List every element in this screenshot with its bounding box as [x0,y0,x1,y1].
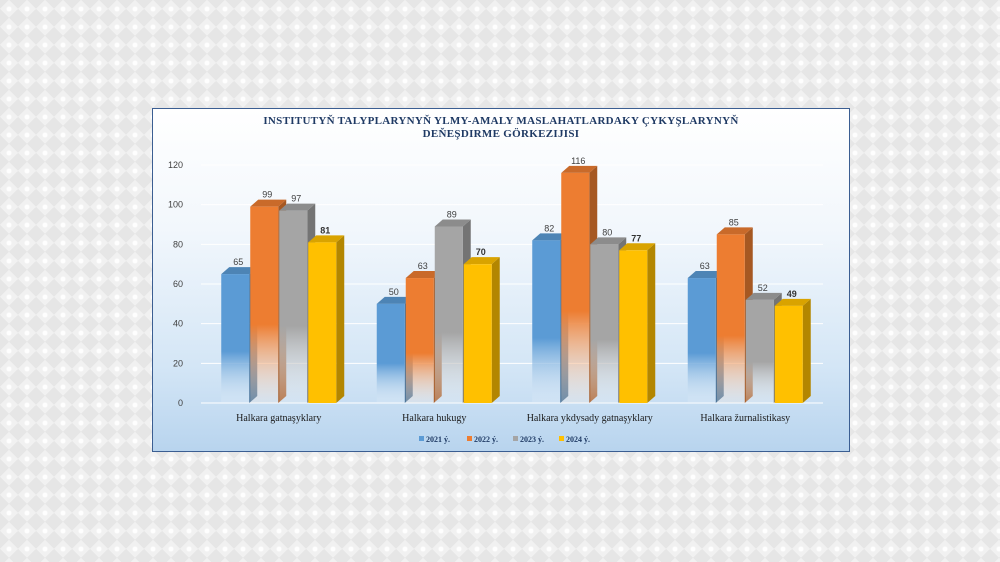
data-label: 65 [233,257,243,267]
bar [716,234,745,403]
bar [279,210,308,403]
bar-top [619,243,656,251]
bar [619,250,648,403]
chart-canvas: INSTITUTYŇ TALYPLARYNYŇ YLMY-AMALY MASLA… [168,115,823,444]
bar-top [745,292,782,300]
x-category-label: Halkara ykdysady gatnaşyklary [527,413,653,424]
bar-top [405,271,442,279]
bar-top [434,219,471,227]
legend-label: 2023 ý. [520,435,544,444]
bar-top [221,267,258,275]
bar [590,244,619,403]
data-label: 99 [262,190,272,200]
bar [774,305,803,403]
x-category-label: Halkara gatnaşyklary [236,413,321,424]
bar-top [279,203,316,211]
bar-top [376,296,413,304]
bars [221,165,811,403]
chart-frame: INSTITUTYŇ TALYPLARYNYŇ YLMY-AMALY MASLA… [152,108,850,452]
bar [308,242,337,403]
data-label: 80 [602,227,612,237]
bar-top [561,165,598,173]
y-tick-label: 40 [173,319,183,329]
bar [376,303,405,403]
bar-top [716,227,753,235]
data-label: 52 [758,283,768,293]
x-category-label: Halkara hukugy [402,413,466,424]
bar [745,299,774,403]
data-label: 63 [700,261,710,271]
data-label: 50 [389,287,399,297]
data-label: 77 [631,233,641,243]
bar-top [590,237,627,245]
bar [250,206,279,403]
bar-side [647,243,656,403]
chart-title-line-2: DEŇEŞDIRME GÖRKEZIJISI [423,127,580,140]
bar-side [491,257,500,403]
x-axis-categories: Halkara gatnaşyklary Halkara hukugy Halkar… [236,413,790,424]
legend-swatch [513,436,518,441]
bar [434,226,463,403]
x-category-label: Halkara žurnalistikasy [700,413,790,424]
data-label: 97 [291,194,301,204]
y-tick-label: 60 [173,279,183,289]
y-tick-label: 80 [173,239,183,249]
legend-label: 2021 ý. [426,435,450,444]
bar-top [308,235,345,243]
data-label: 70 [476,247,486,257]
data-label: 81 [320,225,330,235]
y-tick-label: 100 [168,200,183,210]
data-label: 63 [418,261,428,271]
y-axis-ticks: 0 20 40 60 80 100 120 [168,160,183,408]
y-tick-label: 0 [178,398,183,408]
data-label: 49 [787,289,797,299]
bar-side [802,298,811,403]
legend-swatch [467,436,472,441]
bar-top [250,199,287,207]
bar-top [687,271,724,279]
bar-side [336,235,345,403]
y-tick-label: 20 [173,358,183,368]
data-label: 85 [729,217,739,227]
bar-top [774,298,811,306]
bar [405,278,434,403]
data-label: 82 [544,223,554,233]
y-tick-label: 120 [168,160,183,170]
bar [687,278,716,403]
legend: 2021 ý. 2022 ý. 2023 ý. 2024 ý. [419,435,590,444]
bar [221,274,250,403]
chart-title-line-1: INSTITUTYŇ TALYPLARYNYŇ YLMY-AMALY MASLA… [263,115,738,127]
data-label: 89 [447,209,457,219]
bar-top [532,233,569,241]
bar-top [463,257,500,265]
data-label: 116 [571,156,585,166]
bar [463,264,492,403]
legend-label: 2024 ý. [566,435,590,444]
legend-label: 2022 ý. [474,435,498,444]
legend-swatch [419,436,424,441]
bar [561,172,590,403]
data-labels: 65 99 97 81 50 63 89 70 82 116 80 77 63 85 52 49 [233,156,797,299]
bar [532,240,561,403]
legend-swatch [559,436,564,441]
